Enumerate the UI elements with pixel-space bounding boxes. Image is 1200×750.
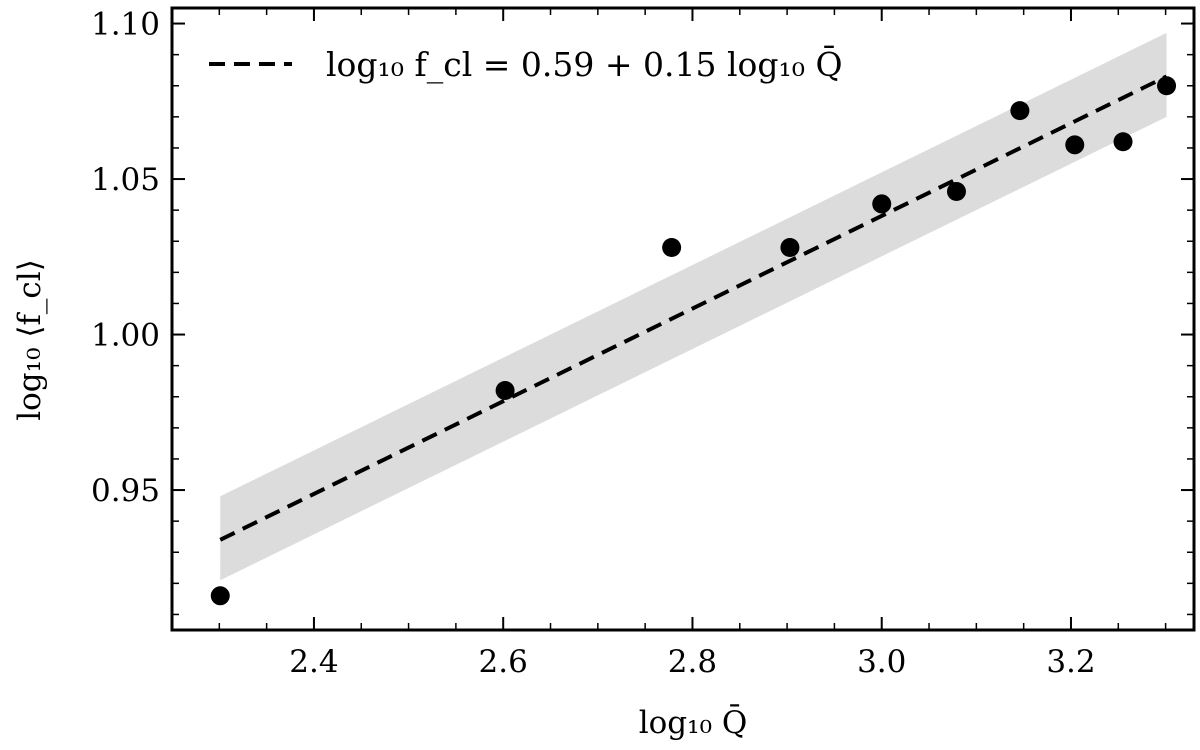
data-point-5 bbox=[872, 194, 892, 214]
y-axis-label: log₁₀ ⟨f_cl⟩ bbox=[12, 259, 48, 421]
data-point-9 bbox=[1113, 132, 1133, 152]
fit-line bbox=[219, 74, 1168, 542]
data-point-4 bbox=[780, 237, 800, 257]
plot-frame bbox=[170, 6, 1196, 632]
x-tick-label: 2.4 bbox=[289, 644, 338, 680]
legend: log₁₀ f_cl = 0.59 + 0.15 log₁₀ Q̄ bbox=[209, 44, 843, 85]
data-points-layer bbox=[210, 76, 1177, 606]
x-tick-label: 3.0 bbox=[857, 644, 906, 680]
x-axis-label: log₁₀ Q̄ bbox=[639, 703, 748, 741]
y-tick-label: 1.00 bbox=[91, 318, 160, 354]
x-tick-label: 2.8 bbox=[668, 644, 717, 680]
x-tick-label: 3.2 bbox=[1046, 644, 1095, 680]
x-tick-label: 2.6 bbox=[479, 644, 528, 680]
y-tick-label: 0.95 bbox=[91, 473, 160, 509]
data-point-7 bbox=[1010, 101, 1030, 121]
y-tick-label: 1.10 bbox=[91, 7, 160, 43]
data-point-8 bbox=[1065, 135, 1085, 155]
data-point-6 bbox=[946, 181, 966, 201]
legend-label: log₁₀ f_cl = 0.59 + 0.15 log₁₀ Q̄ bbox=[326, 44, 843, 85]
data-point-10 bbox=[1157, 76, 1177, 96]
data-point-1 bbox=[210, 586, 230, 606]
ticks-layer: 2.4 2.6 2.8 3.0 3.2 0.95 1.00 1.05 1.10 bbox=[91, 7, 1194, 680]
y-tick-label: 1.05 bbox=[91, 162, 160, 198]
data-point-2 bbox=[495, 381, 515, 401]
data-point-3 bbox=[662, 237, 682, 257]
fit-line-layer bbox=[219, 74, 1168, 542]
